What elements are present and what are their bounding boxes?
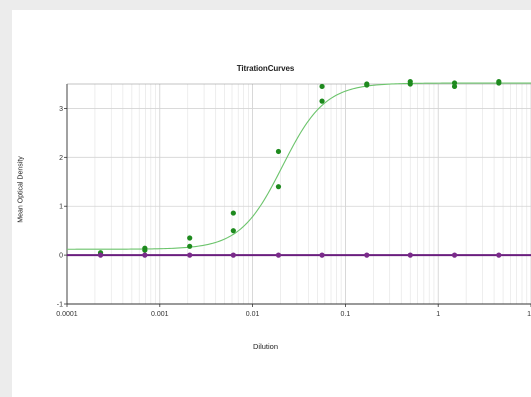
data-point-series-1 — [275, 184, 282, 190]
data-point-series-2 — [275, 252, 282, 258]
data-point-series-1 — [187, 243, 193, 249]
y-tick-label: 0 — [59, 253, 63, 260]
x-axis-label: Dilution — [252, 342, 278, 351]
data-point-series-1 — [364, 82, 370, 88]
y-tick-label: 2 — [59, 155, 63, 162]
data-point-series-1 — [319, 98, 325, 104]
y-tick-label: 1 — [59, 204, 63, 211]
chart-title: TitrationCurves — [236, 64, 295, 73]
data-point-series-2 — [451, 252, 458, 258]
data-point-series-2 — [142, 252, 148, 258]
data-point-series-2 — [496, 252, 502, 258]
x-tick-label: 0.1 — [341, 311, 351, 318]
data-point-series-1 — [230, 228, 236, 234]
x-tick-label: 10 — [527, 311, 531, 318]
y-tick-label: 3 — [59, 106, 63, 113]
data-point-series-2 — [407, 252, 413, 258]
data-point-series-2 — [319, 252, 325, 258]
x-tick-label: 0.001 — [151, 311, 169, 318]
data-point-series-1 — [319, 83, 325, 90]
data-point-series-2 — [364, 252, 370, 258]
data-point-series-1 — [142, 247, 148, 253]
data-point-series-1 — [275, 148, 282, 155]
y-tick-label: -1 — [57, 302, 63, 309]
x-tick-label: 1 — [436, 311, 440, 318]
data-point-series-2 — [230, 252, 236, 258]
data-point-series-1 — [451, 83, 458, 90]
x-tick-label: 0.01 — [246, 311, 260, 318]
data-point-series-1 — [496, 80, 502, 86]
data-point-series-2 — [97, 252, 104, 258]
x-tick-label: 0.0001 — [56, 311, 78, 318]
plot-area — [67, 84, 531, 304]
data-point-series-2 — [187, 252, 193, 258]
data-point-series-1 — [407, 81, 413, 87]
data-point-series-1 — [230, 210, 236, 216]
data-point-series-1 — [187, 235, 193, 241]
